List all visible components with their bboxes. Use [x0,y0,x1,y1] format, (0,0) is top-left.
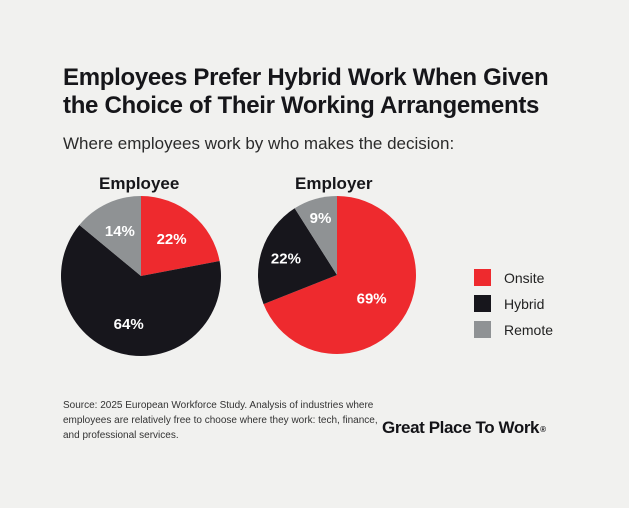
chart-title: Employees Prefer Hybrid Work When Given … [63,64,549,119]
legend-label-remote: Remote [504,321,554,338]
legend-swatch-hybrid [474,295,491,312]
pie-title-employee: Employee [99,174,180,193]
source-note: Source: 2025 European Workforce Study. A… [63,400,378,441]
pie-slice-employer-onsite [263,196,416,354]
slice-label-employee-hybrid: 64% [114,316,144,333]
slice-label-employer-remote: 9% [310,210,332,227]
pie-slice-employer-hybrid [258,208,337,305]
legend-swatch-remote [474,321,491,338]
chart-subtitle: Where employees work by who makes the de… [63,134,455,153]
slice-label-employer-onsite: 69% [357,291,387,308]
pie-slice-employee-onsite [141,196,220,276]
pie-slice-employer-remote [294,196,337,275]
legend-label-hybrid: Hybrid [504,295,545,312]
legend-item-onsite: Onsite [474,269,553,286]
pie-chart-employer: 69% 22% 9% [258,196,416,354]
slice-label-employee-onsite: 22% [157,231,187,248]
pie-title-employer: Employer [295,174,373,193]
brand-name: Great Place To Work [382,418,540,437]
legend: Onsite Hybrid Remote [474,269,553,347]
brand-registered-mark: ® [540,425,546,434]
pie-slice-employee-remote [79,196,141,276]
pie-chart-employee: 22% 64% 14% [61,196,222,356]
slice-label-employee-remote: 14% [105,223,135,240]
legend-item-hybrid: Hybrid [474,295,553,312]
brand-logo: Great Place To Work® [382,418,546,438]
pie-slice-employee-hybrid [61,225,222,356]
slice-label-employer-hybrid: 22% [271,250,301,267]
legend-item-remote: Remote [474,321,553,338]
legend-label-onsite: Onsite [504,269,545,286]
legend-swatch-onsite [474,269,491,286]
